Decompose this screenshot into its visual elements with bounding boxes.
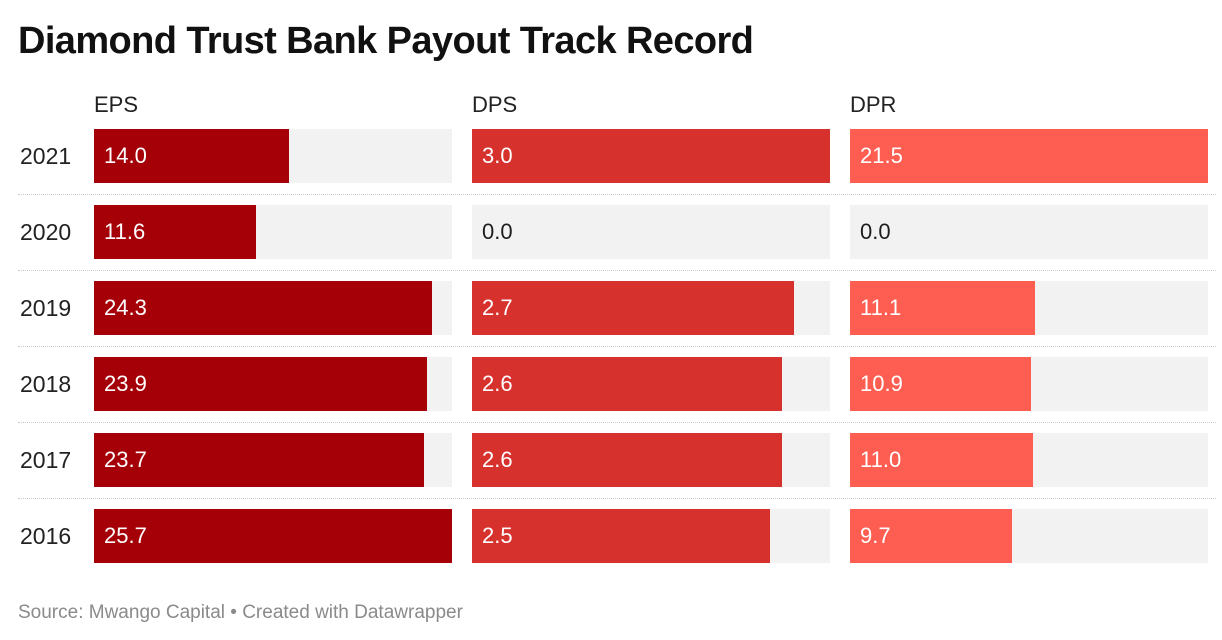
value-label-eps-2020: 11.6 xyxy=(104,219,146,244)
bar-track-dpr-2021: 21.5 xyxy=(850,129,1208,183)
bar-track-eps-2018: 23.9 xyxy=(94,357,452,411)
row-label-2019: 2019 xyxy=(20,295,72,321)
row-label-2017: 2017 xyxy=(20,447,72,473)
value-label-eps-2019: 24.3 xyxy=(104,295,147,320)
bar-eps-2021 xyxy=(94,129,289,183)
row-divider xyxy=(18,194,1216,195)
bar-track-eps-2019: 24.3 xyxy=(94,281,452,335)
bar-track-eps-2017: 23.7 xyxy=(94,433,452,487)
bar-track-dpr-2016: 9.7 xyxy=(850,509,1208,563)
column-header-dpr: DPR xyxy=(850,92,897,117)
bar-track-eps-2016: 25.7 xyxy=(94,509,452,563)
bar-dpr-2018 xyxy=(850,357,1031,411)
bar-track-dpr-2020: 0.0 xyxy=(850,205,1208,259)
bar-track-dpr-2018: 10.9 xyxy=(850,357,1208,411)
value-label-eps-2017: 23.7 xyxy=(104,447,147,472)
bar-track-dps-2020: 0.0 xyxy=(472,205,830,259)
bar-dps-2021 xyxy=(472,129,830,183)
value-label-dps-2018: 2.6 xyxy=(482,371,513,396)
row-label-2020: 2020 xyxy=(20,219,72,245)
value-label-dpr-2021: 21.5 xyxy=(860,143,903,168)
bar-track-dps-2018: 2.6 xyxy=(472,357,830,411)
bar-dps-2017 xyxy=(472,433,782,487)
column-header-dps: DPS xyxy=(472,92,518,117)
row-label-2018: 2018 xyxy=(20,371,72,397)
value-label-dpr-2019: 11.1 xyxy=(860,295,902,320)
bar-track-dps-2017: 2.6 xyxy=(472,433,830,487)
source-note: Source: Mwango Capital • Created with Da… xyxy=(18,602,463,623)
bar-track-dpr-2019: 11.1 xyxy=(850,281,1208,335)
bar-eps-2018 xyxy=(94,357,427,411)
column-header-eps: EPS xyxy=(94,92,139,117)
value-label-eps-2018: 23.9 xyxy=(104,371,147,396)
bar-track-eps-2021: 14.0 xyxy=(94,129,452,183)
value-label-eps-2016: 25.7 xyxy=(104,523,147,548)
bar-eps-2017 xyxy=(94,433,424,487)
value-label-dps-2020: 0.0 xyxy=(482,219,513,244)
bar-track-eps-2020: 11.6 xyxy=(94,205,452,259)
value-label-dps-2019: 2.7 xyxy=(482,295,513,320)
row-divider xyxy=(18,270,1216,271)
bar-dps-2019 xyxy=(472,281,794,335)
chart-title: Diamond Trust Bank Payout Track Record xyxy=(18,20,754,62)
value-label-eps-2021: 14.0 xyxy=(104,143,147,168)
bar-track-dps-2016: 2.5 xyxy=(472,509,830,563)
row-label-2016: 2016 xyxy=(20,523,72,549)
bar-track-dps-2021: 3.0 xyxy=(472,129,830,183)
bar-track-dpr-2017: 11.0 xyxy=(850,433,1208,487)
bar-track-dps-2019: 2.7 xyxy=(472,281,830,335)
value-label-dpr-2017: 11.0 xyxy=(860,447,902,472)
bar-dpr-2021 xyxy=(850,129,1208,183)
value-label-dps-2021: 3.0 xyxy=(482,143,513,168)
bar-dpr-2017 xyxy=(850,433,1033,487)
bar-dps-2018 xyxy=(472,357,782,411)
value-label-dpr-2020: 0.0 xyxy=(860,219,891,244)
bar-eps-2016 xyxy=(94,509,452,563)
value-label-dpr-2018: 10.9 xyxy=(860,371,903,396)
bar-eps-2020 xyxy=(94,205,256,259)
row-divider xyxy=(18,498,1216,499)
bar-dps-2016 xyxy=(472,509,770,563)
value-label-dps-2016: 2.5 xyxy=(482,523,513,548)
row-divider xyxy=(18,422,1216,423)
row-divider xyxy=(18,346,1216,347)
bar-dpr-2016 xyxy=(850,509,1012,563)
value-label-dpr-2016: 9.7 xyxy=(860,523,891,548)
bar-eps-2019 xyxy=(94,281,432,335)
value-label-dps-2017: 2.6 xyxy=(482,447,513,472)
row-label-2021: 2021 xyxy=(20,143,72,169)
bar-dpr-2019 xyxy=(850,281,1035,335)
